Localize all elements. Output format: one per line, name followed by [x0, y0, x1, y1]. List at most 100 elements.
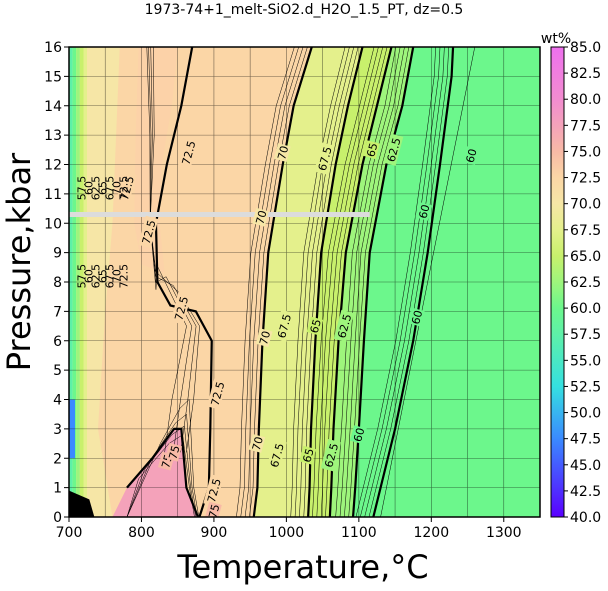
- left-contour-label: 72.5: [117, 264, 130, 289]
- y-tick-label: 9: [53, 246, 62, 262]
- contour-label-bg: [363, 140, 380, 160]
- colorbar-tick-label: 42.5: [570, 484, 601, 500]
- chart-title: 1973-74+1_melt-SiO2.d_H2O_1.5_PT, dz=0.5: [145, 2, 464, 18]
- contour-label: 62.5: [335, 313, 354, 340]
- contour-label-bg: [116, 171, 137, 205]
- contour-label-group: 70: [273, 143, 291, 163]
- y-tick-label: 13: [44, 128, 62, 144]
- thin-contour-line: [303, 47, 359, 517]
- contour-label-bg: [255, 328, 273, 348]
- contour-label: 62.5: [322, 442, 341, 469]
- left-contour-label: 67.5: [103, 264, 116, 289]
- contour-label-bg: [415, 201, 432, 221]
- plot-area: 6060606062.562.562.565656567.567.567.570…: [44, 40, 541, 541]
- contour-label-bg: [407, 307, 425, 327]
- left-contour-label-group: 60: [82, 181, 95, 195]
- thin-upper-line: [149, 47, 193, 453]
- y-axis-label: Pressure,kbar: [0, 152, 38, 371]
- contour-label-group: 65: [299, 445, 317, 465]
- y-tick-label: 10: [44, 216, 62, 232]
- contour-label-bg: [205, 501, 222, 517]
- contour-label-group: 60: [462, 146, 480, 165]
- contour-label-group: 65: [306, 316, 324, 336]
- contour-line-72.5: [154, 47, 213, 517]
- x-tick-label: 1100: [341, 525, 377, 541]
- contour-line-70: [252, 47, 313, 517]
- contour-label-group: 60: [415, 201, 433, 221]
- contour-label-bg: [177, 136, 199, 169]
- left-contour-label-group: 72.5: [117, 264, 130, 289]
- contour-label-bg: [382, 133, 404, 166]
- colorbar-tick-label: 85.0: [570, 40, 601, 56]
- contour-label-bg: [266, 439, 287, 472]
- contour-label: 72.5: [118, 175, 137, 202]
- contour-label-group: 67.5: [314, 142, 335, 175]
- x-tick-label: 800: [128, 525, 155, 541]
- left-contour-label-group: 62.5: [89, 176, 102, 201]
- colorbar-tick-label: 75.0: [570, 144, 601, 160]
- left-contour-label: 60: [82, 269, 95, 283]
- contour-label: 70: [257, 329, 273, 346]
- contour-label-bg: [203, 474, 224, 507]
- x-tick-label: 1000: [269, 525, 305, 541]
- thin-contour-line: [320, 47, 384, 517]
- colorbar-tick-label: 55.0: [570, 353, 601, 369]
- contour-label: 67.5: [268, 442, 287, 469]
- left-contour-label-group: 57.5: [75, 264, 88, 289]
- y-tick-label: 6: [53, 334, 62, 350]
- contour-label: 72.5: [209, 380, 228, 407]
- thin-contour-line: [316, 47, 379, 517]
- left-contour-label-group: 65: [96, 269, 109, 283]
- left-contour-label: 57.5: [75, 264, 88, 289]
- contour-label: 60: [464, 147, 480, 164]
- y-tick-label: 11: [44, 187, 62, 203]
- contour-labels: 6060606062.562.562.565656567.567.567.570…: [75, 133, 480, 517]
- contour-label-bg: [252, 207, 269, 227]
- left-contour-label: 65: [96, 269, 109, 283]
- left-contour-label-group: 65: [96, 181, 109, 195]
- thin-contour-line: [325, 47, 388, 517]
- contour-line-67.5: [307, 47, 364, 517]
- colorbar-tick-label: 52.5: [570, 379, 601, 395]
- contour-label: 70: [250, 435, 266, 452]
- contour-line-65: [328, 47, 393, 517]
- colorbar-tick-label: 60.0: [570, 301, 601, 317]
- contour-label: 62.5: [385, 136, 404, 163]
- contour-label-group: 70: [255, 328, 273, 348]
- y-tick-label: 12: [44, 158, 62, 174]
- contour-label-bg: [320, 439, 341, 472]
- contour-label-bg: [299, 445, 316, 465]
- x-tick-label: 1300: [486, 525, 522, 541]
- y-tick-label: 5: [53, 363, 62, 379]
- contour-label: 67.5: [316, 145, 335, 172]
- colorbar: 85.0 82.5 80.0 77.5 75.0 72.5 70.0 67.5 65.0 62.5…: [550, 40, 601, 526]
- contour-label-group: 65: [363, 140, 380, 160]
- contour-label-group: 70: [252, 207, 270, 227]
- colorbar-unit-label: wt%: [541, 31, 571, 47]
- y-tick-label: 15: [44, 69, 62, 85]
- axis-ticks: 700 800 900 1000 1100 1200 1300012345678910111…: [44, 40, 521, 541]
- contour-label-group: 72.5: [116, 171, 137, 205]
- contour-label-group: 62.5: [382, 133, 404, 166]
- contour-label-group: 60: [407, 307, 425, 327]
- left-contour-label-group: 67.5: [103, 264, 116, 289]
- colorbar-tick-label: 72.5: [570, 171, 601, 187]
- colorbar-tick-label: 57.5: [570, 327, 601, 343]
- contour-label: 67.5: [275, 313, 294, 340]
- contour-label: 72.5: [180, 139, 199, 166]
- colorbar-tick-label: 70.0: [570, 197, 601, 213]
- contour-label-bg: [306, 316, 324, 336]
- y-tick-label: 3: [53, 422, 62, 438]
- contour-label: 72.5: [172, 295, 191, 322]
- left-contour-label-group: 67.5: [103, 176, 116, 201]
- y-tick-label: 14: [44, 99, 62, 115]
- contour-label-bg: [165, 442, 182, 462]
- contour-label-group: 60: [350, 425, 367, 445]
- thin-lobe-line: [126, 434, 195, 517]
- contour-label-group: 72.5: [177, 136, 199, 169]
- contour-label-group: 67.5: [266, 439, 287, 472]
- contour-label: 60: [351, 426, 367, 443]
- colorbar-tick-label: 67.5: [570, 223, 601, 239]
- colorbar-tick-label: 77.5: [570, 118, 601, 134]
